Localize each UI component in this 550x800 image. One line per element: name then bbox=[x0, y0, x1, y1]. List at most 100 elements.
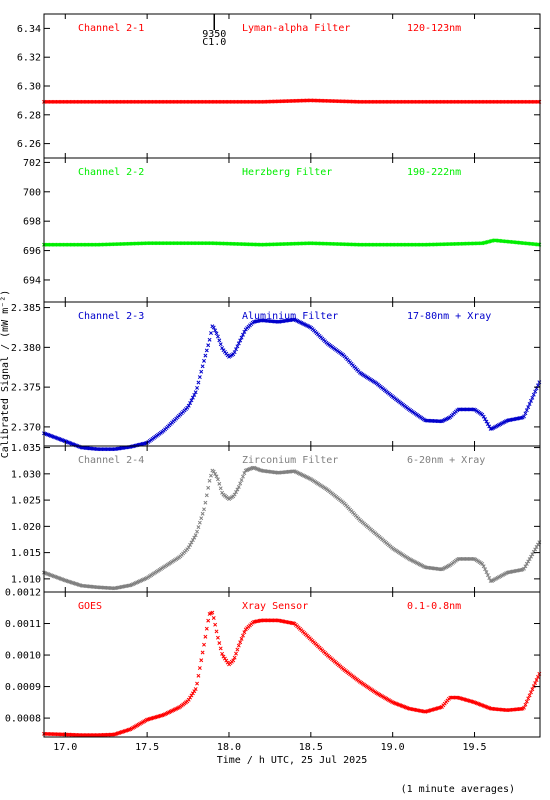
data-point bbox=[186, 697, 191, 702]
event-marker-id: 9350 bbox=[202, 29, 226, 40]
data-point bbox=[193, 390, 198, 395]
panel-frame bbox=[43, 13, 541, 159]
data-point bbox=[531, 392, 536, 397]
y-tick-label: 6.28 bbox=[17, 110, 41, 121]
data-point bbox=[239, 478, 244, 482]
series-1 bbox=[42, 98, 542, 104]
y-tick-label: 0.0010 bbox=[5, 651, 41, 662]
data-point bbox=[523, 564, 528, 569]
data-point bbox=[484, 570, 489, 575]
event-marker-class: C1.0 bbox=[202, 37, 226, 48]
data-point bbox=[188, 542, 193, 547]
data-point bbox=[483, 567, 488, 572]
y-tick-label: 698 bbox=[23, 217, 41, 228]
data-point bbox=[211, 469, 216, 474]
data-point bbox=[209, 473, 213, 478]
data-point bbox=[232, 655, 237, 660]
data-point bbox=[524, 561, 529, 566]
data-point bbox=[526, 405, 531, 410]
data-point bbox=[211, 616, 216, 620]
data-point bbox=[524, 408, 529, 413]
data-point bbox=[527, 402, 532, 406]
y-tick-label: 694 bbox=[23, 275, 41, 286]
data-point bbox=[215, 477, 220, 482]
y-tick-label: 2.370 bbox=[11, 422, 41, 433]
data-point bbox=[199, 516, 204, 521]
x-tick-label: 17.0 bbox=[53, 742, 77, 753]
data-point bbox=[213, 472, 218, 476]
channel-label: Channel 2-1 bbox=[78, 23, 144, 34]
y-tick-label: 0.0009 bbox=[5, 682, 41, 693]
averaging-note: (1 minute averages) bbox=[401, 784, 515, 795]
data-point bbox=[236, 341, 241, 346]
band-label: 120-123nm bbox=[407, 23, 461, 34]
data-point bbox=[196, 673, 201, 678]
x-tick-label: 18.0 bbox=[217, 742, 241, 753]
data-point bbox=[523, 411, 528, 416]
channel-label: Channel 2-2 bbox=[78, 167, 144, 178]
data-point bbox=[213, 328, 218, 333]
data-point bbox=[206, 618, 211, 623]
data-point bbox=[242, 471, 247, 476]
data-point bbox=[526, 559, 531, 564]
x-tick-label: 19.5 bbox=[462, 742, 486, 753]
data-point bbox=[522, 566, 526, 571]
data-point bbox=[202, 358, 206, 363]
data-point bbox=[523, 702, 528, 707]
data-point bbox=[241, 633, 245, 638]
data-point bbox=[203, 353, 208, 358]
data-point bbox=[238, 338, 243, 343]
data-point bbox=[527, 693, 532, 698]
y-tick-label: 2.375 bbox=[11, 383, 41, 394]
panel-3: 2.370 2.375 2.380 2.385 Channel 2-3 Aluminium… bbox=[11, 301, 542, 452]
data-point bbox=[214, 474, 219, 479]
data-point bbox=[239, 636, 244, 641]
y-tick-label: 1.010 bbox=[11, 574, 41, 585]
data-point bbox=[220, 346, 225, 350]
y-tick-label: 2.385 bbox=[11, 303, 41, 314]
y-tick-label: 6.32 bbox=[17, 53, 41, 64]
data-point bbox=[190, 395, 195, 400]
data-point bbox=[536, 383, 540, 388]
data-point bbox=[536, 674, 540, 679]
data-point bbox=[199, 369, 204, 374]
data-point bbox=[235, 487, 240, 492]
y-tick-label: 1.025 bbox=[11, 496, 41, 507]
data-point bbox=[234, 347, 238, 352]
series-5 bbox=[42, 610, 542, 738]
data-point bbox=[192, 535, 197, 540]
panels: 6.26 6.28 6.30 6.32 6.34 Channel 2-1 Lyman-alp… bbox=[5, 13, 542, 753]
y-tick-label: 0.0012 bbox=[5, 588, 41, 599]
data-point bbox=[481, 414, 486, 419]
data-point bbox=[209, 331, 213, 335]
data-point bbox=[193, 533, 198, 538]
data-point bbox=[218, 646, 223, 651]
y-tick-label: 6.30 bbox=[17, 82, 41, 93]
data-point bbox=[470, 407, 475, 412]
data-point bbox=[536, 542, 540, 547]
y-tick-label: 6.26 bbox=[17, 139, 41, 150]
data-point bbox=[529, 398, 533, 403]
data-point bbox=[529, 690, 533, 695]
data-point bbox=[206, 343, 211, 348]
data-point bbox=[210, 610, 215, 615]
channel-label: GOES bbox=[78, 601, 102, 612]
data-point bbox=[203, 500, 208, 505]
series-4 bbox=[42, 465, 542, 591]
band-label: 190-222nm bbox=[407, 167, 461, 178]
data-point bbox=[238, 481, 243, 486]
data-point bbox=[190, 538, 195, 542]
filter-label: Zirconium Filter bbox=[242, 455, 338, 466]
data-point bbox=[533, 389, 538, 394]
data-point bbox=[239, 335, 244, 340]
data-point bbox=[195, 385, 200, 390]
panel-frame bbox=[43, 157, 541, 303]
data-point bbox=[234, 490, 238, 494]
data-point bbox=[236, 485, 241, 489]
filter-label: Xray Sensor bbox=[242, 601, 308, 612]
data-point bbox=[241, 474, 245, 479]
panel-frame bbox=[43, 591, 541, 738]
data-point bbox=[438, 419, 443, 424]
data-point bbox=[217, 338, 222, 343]
